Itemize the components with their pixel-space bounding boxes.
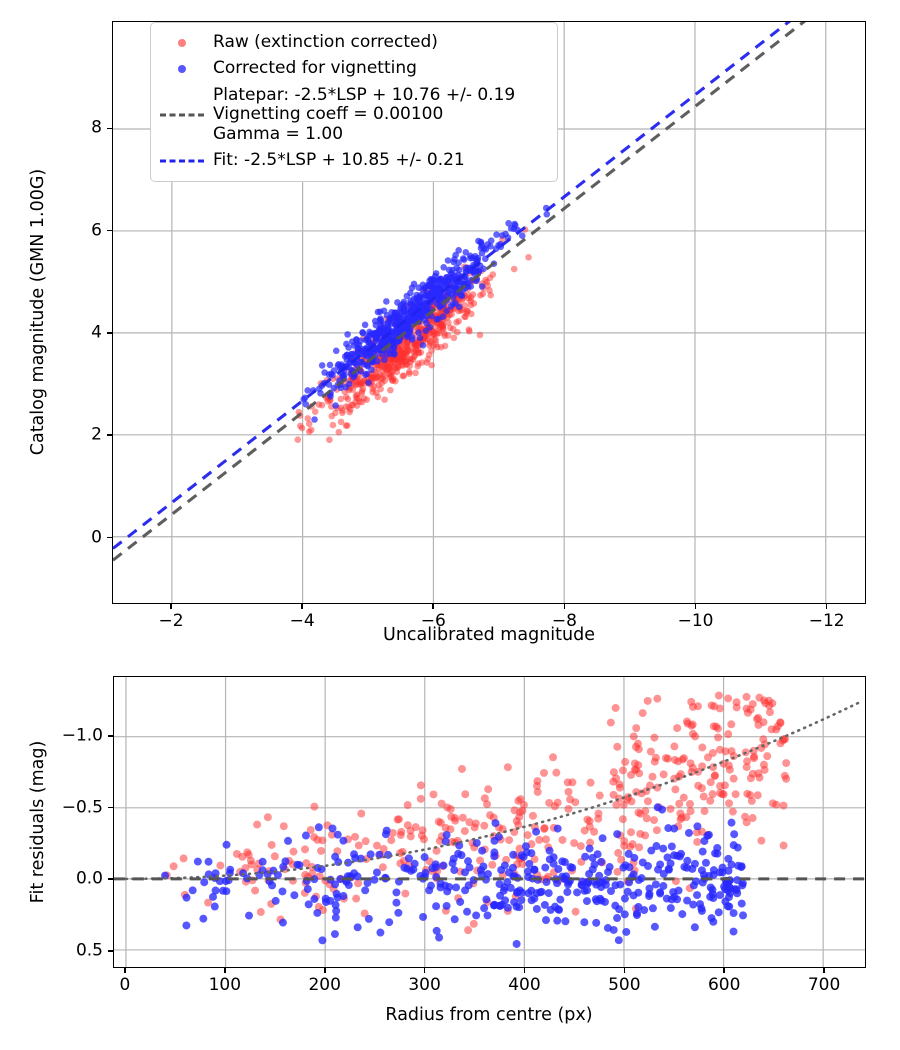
- bottom-xtick-label: 300: [408, 975, 441, 995]
- top-ytick-label: 2: [91, 424, 102, 445]
- top-xtick-label: −4: [289, 611, 315, 631]
- bottom-ytick-mark: [108, 950, 113, 952]
- top-ytick-mark: [107, 434, 112, 437]
- bottom-xtick-label: 400: [508, 975, 541, 995]
- bottom-xtick-mark: [523, 968, 526, 973]
- legend-dash-fit-icon: [160, 150, 204, 172]
- top-xaxis-title: Uncalibrated magnitude: [383, 625, 595, 645]
- top-ytick-mark: [107, 332, 112, 334]
- top-xtick-label: −2: [158, 611, 184, 631]
- legend-marker-raw-icon: [160, 32, 204, 54]
- bottom-xtick-mark: [423, 968, 426, 973]
- top-xtick-mark: [694, 604, 697, 609]
- top-ytick-label: 6: [91, 220, 102, 241]
- legend-label-gamma: Gamma = 1.00: [213, 123, 344, 144]
- top-ytick-label: 4: [91, 322, 102, 343]
- bottom-xaxis-title: Radius from centre (px): [385, 1005, 593, 1025]
- top-xtick-label: −6: [420, 611, 446, 631]
- bottom-xtick-mark: [124, 968, 126, 973]
- legend-label-corrected: Corrected for vignetting: [213, 58, 417, 79]
- residuals-plot-canvas: [114, 677, 865, 967]
- top-xtick-mark: [301, 604, 303, 609]
- bottom-ytick-mark: [108, 735, 113, 737]
- bottom-xtick-mark: [224, 968, 226, 973]
- legend-entry-corrected: Corrected for vignetting: [160, 56, 547, 82]
- bottom-xtick-label: 0: [119, 975, 131, 995]
- top-xtick-label: −8: [551, 611, 577, 631]
- top-xtick-mark: [563, 604, 566, 609]
- bottom-xtick-mark: [323, 968, 326, 973]
- top-xtick-mark: [825, 604, 828, 609]
- legend-label-platepar-equation: Platepar: -2.5*LSP + 10.76 +/- 0.19: [213, 85, 516, 106]
- bottom-xtick-label: 500: [608, 975, 641, 995]
- bottom-xtick-label: 700: [807, 975, 841, 995]
- plot-legend: Raw (extinction corrected) Corrected for…: [150, 22, 558, 182]
- bottom-ytick-mark: [108, 806, 113, 809]
- bottom-xtick-label: 600: [707, 975, 741, 995]
- legend-label-vignetting-coeff: Vignetting coeff = 0.00100: [213, 104, 444, 125]
- legend-entry-platepar: Platepar: -2.5*LSP + 10.76 +/- 0.19 Vign…: [160, 82, 547, 148]
- top-ytick-mark: [107, 229, 112, 232]
- bottom-ytick-label: 0.5: [75, 940, 103, 961]
- legend-label-fit: Fit: -2.5*LSP + 10.85 +/- 0.21: [213, 150, 465, 171]
- bottom-ytick-label: −1.0: [61, 725, 103, 746]
- bottom-ytick-mark: [108, 878, 113, 881]
- top-ytick-label: 8: [91, 117, 102, 138]
- bottom-xtick-mark: [623, 968, 626, 973]
- top-yaxis-title: Catalog magnitude (GMN 1.00G): [28, 168, 48, 456]
- top-xtick-label: −10: [677, 611, 714, 631]
- top-xtick-mark: [432, 604, 435, 609]
- legend-label-raw: Raw (extinction corrected): [213, 32, 438, 53]
- legend-dash-platepar-icon: [160, 104, 204, 126]
- bottom-xtick-mark: [723, 968, 725, 973]
- legend-marker-corrected-icon: [160, 58, 204, 80]
- top-xtick-label: −12: [808, 611, 845, 631]
- bottom-xtick-label: 100: [208, 975, 242, 995]
- bottom-xtick-label: 200: [308, 975, 341, 995]
- bottom-yaxis-title: Fit residuals (mag): [28, 740, 48, 904]
- bottom-xtick-mark: [823, 968, 825, 973]
- top-ytick-mark: [107, 127, 112, 130]
- top-ytick-mark: [107, 536, 112, 539]
- top-ytick-label: 0: [91, 527, 102, 548]
- residuals-plot: [113, 676, 866, 968]
- legend-entry-fit: Fit: -2.5*LSP + 10.85 +/- 0.21: [160, 148, 547, 174]
- bottom-ytick-label: 0.0: [75, 868, 103, 889]
- legend-entry-raw: Raw (extinction corrected): [160, 30, 547, 56]
- magnitude-plot-canvas: [113, 22, 865, 603]
- bottom-ytick-label: −0.5: [61, 797, 103, 818]
- top-xtick-mark: [170, 604, 172, 609]
